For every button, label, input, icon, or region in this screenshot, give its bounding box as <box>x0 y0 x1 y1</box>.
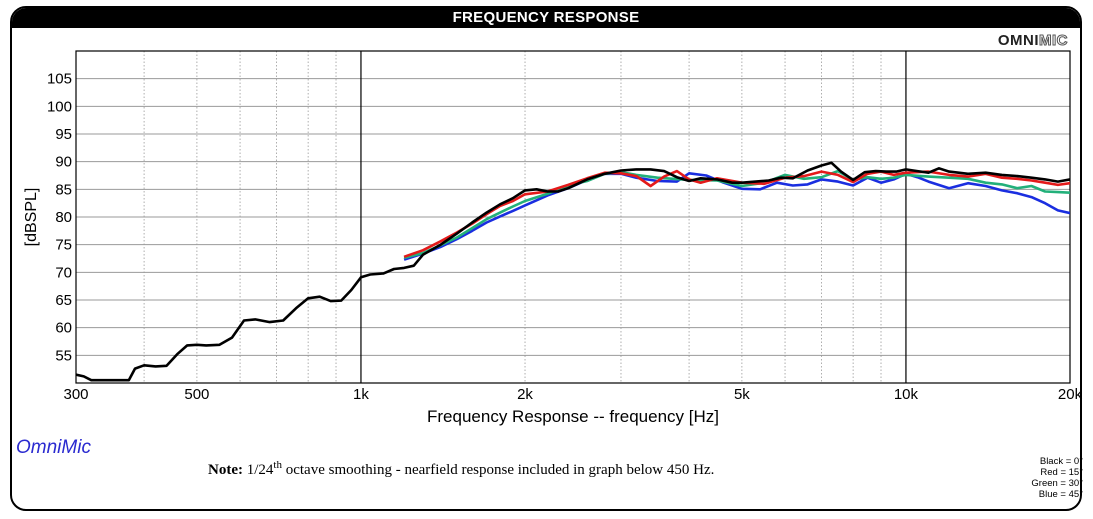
legend-item-red: Red = 15° <box>1040 467 1083 478</box>
note-label: Note: <box>208 462 243 478</box>
y-tick-label: 55 <box>55 347 72 364</box>
omnimic-logo: OMNIMIC <box>997 32 1069 50</box>
x-tick-label: 500 <box>184 386 209 403</box>
x-tick-label: 5k <box>734 386 750 403</box>
note-sup: th <box>273 459 282 471</box>
note-pre: 1/24 <box>246 462 274 478</box>
series-line-red <box>403 169 1070 259</box>
y-tick-label: 80 <box>55 209 72 226</box>
legend-item-green: Green = 30° <box>1031 478 1083 489</box>
note-post: octave smoothing - nearfield response in… <box>281 462 715 478</box>
y-tick-label: 95 <box>55 126 72 143</box>
x-tick-label: 20k <box>1058 386 1083 403</box>
x-tick-label: 300 <box>63 386 88 403</box>
logo-part2: MIC <box>1039 32 1069 50</box>
logo-part1: OMNI <box>997 32 1039 49</box>
y-tick-label: 85 <box>55 181 72 198</box>
x-tick-label: 2k <box>517 386 533 403</box>
y-tick-label: 75 <box>55 237 72 254</box>
y-tick-label: 70 <box>55 264 72 281</box>
note-text: Note: 1/24th octave smoothing - nearfiel… <box>208 459 714 479</box>
chart-frame: FREQUENCY RESPONSE OMNIMIC <box>10 6 1082 511</box>
y-tick-label: 65 <box>55 292 72 309</box>
series-line-blue <box>403 172 1070 261</box>
brand-text: OmniMic <box>16 437 91 458</box>
chart-title: FREQUENCY RESPONSE <box>12 8 1080 28</box>
plot-border <box>75 50 1071 384</box>
x-tick-label: 1k <box>353 386 369 403</box>
x-tick-label: 10k <box>894 386 919 403</box>
legend: Black = 0° Red = 15° Green = 30° Blue = … <box>1031 456 1083 500</box>
legend-item-black: Black = 0° <box>1039 456 1083 467</box>
y-tick-label: 100 <box>47 98 72 115</box>
legend-item-blue: Blue = 45° <box>1038 489 1083 500</box>
y-tick-label: 105 <box>47 71 72 88</box>
series-line-black <box>76 161 1070 382</box>
y-tick-label: 60 <box>55 320 72 337</box>
y-tick-label: 90 <box>55 154 72 171</box>
y-axis-label: [dBSPL] <box>23 188 40 247</box>
x-axis-label: Frequency Response -- frequency [Hz] <box>427 407 719 426</box>
